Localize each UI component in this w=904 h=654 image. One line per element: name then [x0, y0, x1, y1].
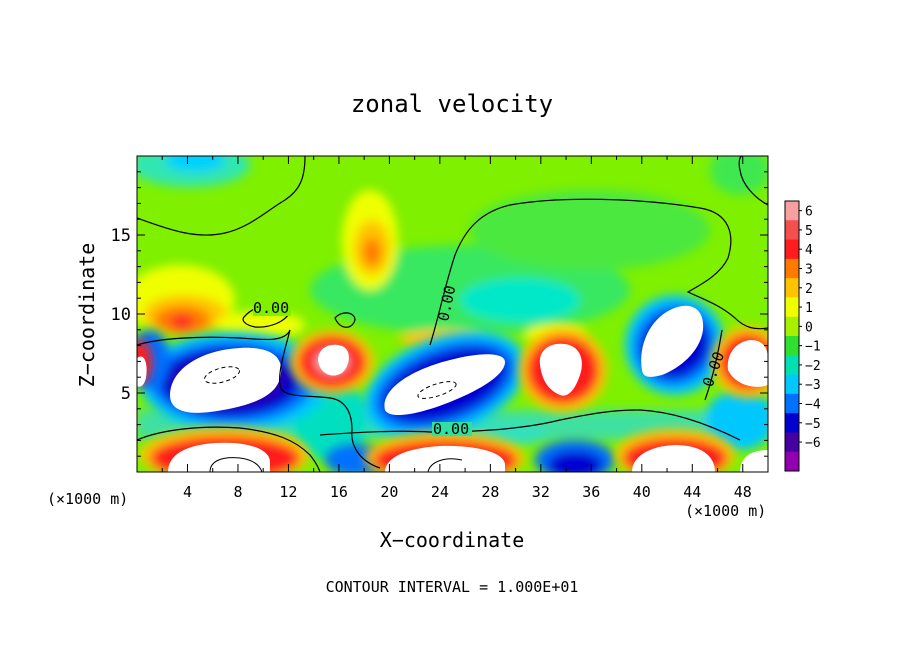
- x-axis-label: X−coordinate: [380, 528, 525, 552]
- colorbar-label: −5: [805, 417, 821, 432]
- y-axis-label: Z−coordinate: [75, 243, 99, 388]
- colorbar-swatch: [785, 374, 799, 395]
- x-axis: 4 8 12 16 20 24 28 32 36 40 44 48: [161, 156, 752, 501]
- colorbar-swatch: [785, 239, 799, 260]
- colorbar-swatch: [785, 355, 799, 376]
- x-tick-label: 12: [279, 483, 297, 501]
- colorbar-swatch: [785, 336, 799, 356]
- colorbar-label: −4: [805, 398, 821, 413]
- contour-label-1: 0.00: [253, 299, 289, 317]
- colorbar-swatch: [785, 393, 799, 414]
- x-tick-label: 40: [633, 483, 651, 501]
- colorbar-label: −1: [805, 340, 821, 355]
- colorbar-swatch: [785, 413, 799, 433]
- x-tick-label: 36: [582, 483, 600, 501]
- colorbar-label: 5: [805, 224, 813, 239]
- x-tick-label: 32: [532, 483, 550, 501]
- colorbar: 6 5 4 3 2 1 0 −1 −2 −3 −4 −5 −6: [784, 200, 821, 472]
- x-tick-label: 48: [734, 483, 752, 501]
- colorbar-frame: [784, 200, 800, 472]
- x-tick-label: 8: [233, 483, 242, 501]
- y-axis: 5 10 15: [111, 171, 768, 457]
- x-tick-label: 16: [330, 483, 348, 501]
- colorbar-label: 2: [805, 282, 813, 297]
- colorbar-label: 0: [805, 320, 813, 335]
- colorbar-swatch: [785, 297, 799, 318]
- x-tick-label: 24: [431, 483, 449, 501]
- chart-title: zonal velocity: [351, 90, 553, 118]
- x-tick-label: 4: [183, 483, 192, 501]
- colorbar-label: 4: [805, 243, 813, 258]
- x-unit-label-left: (×1000 m): [47, 490, 128, 508]
- colorbar-label: 6: [805, 205, 813, 220]
- x-tick-label: 20: [380, 483, 398, 501]
- x-tick-label: 28: [481, 483, 499, 501]
- x-unit-label-right: (×1000 m): [685, 502, 766, 520]
- contour-label-3: 0.00: [433, 420, 469, 438]
- colorbar-label: −3: [805, 378, 821, 393]
- colorbar-swatch: [785, 316, 799, 337]
- colorbar-swatch: [785, 278, 799, 298]
- colorbar-swatch: [785, 201, 799, 221]
- colorbar-label: 3: [805, 263, 813, 278]
- colorbar-label: 1: [805, 301, 813, 316]
- colorbar-swatch: [785, 451, 799, 472]
- heatmap-field: [137, 156, 768, 472]
- contour-interval-note: CONTOUR INTERVAL = 1.000E+01: [326, 578, 579, 596]
- y-tick-label: 15: [111, 226, 131, 246]
- y-tick-label: 10: [111, 305, 131, 325]
- colorbar-label: −6: [805, 436, 821, 451]
- colorbar-swatch: [785, 432, 799, 453]
- x-tick-label: 44: [683, 483, 701, 501]
- colorbar-swatch: [785, 220, 799, 241]
- y-tick-label: 5: [121, 384, 131, 404]
- colorbar-label: −2: [805, 359, 821, 374]
- colorbar-swatch: [785, 258, 799, 279]
